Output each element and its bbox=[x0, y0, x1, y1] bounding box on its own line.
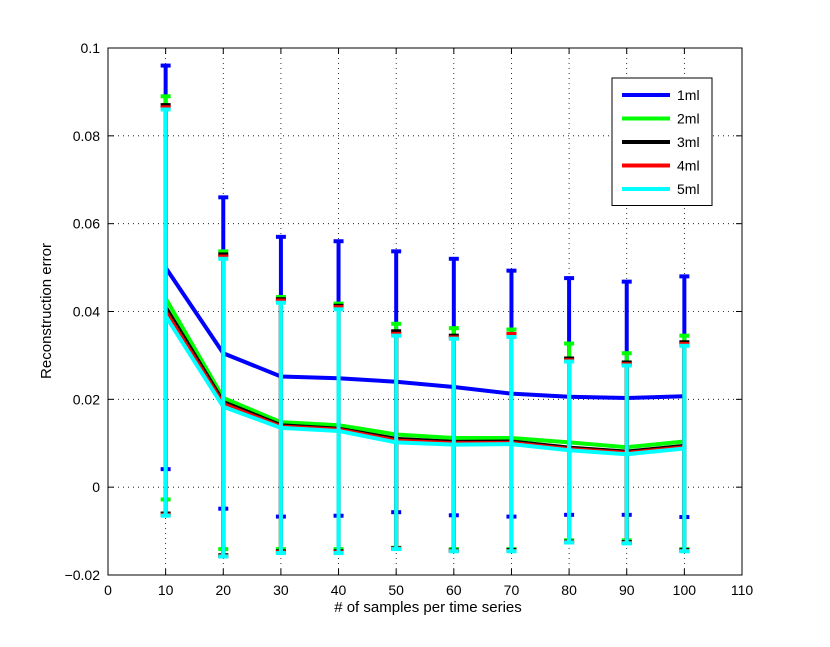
x-tick-label: 30 bbox=[273, 582, 289, 598]
x-tick-label: 10 bbox=[158, 582, 174, 598]
x-tick-label: 110 bbox=[731, 582, 754, 598]
series-line-1ml bbox=[163, 266, 685, 401]
y-tick-label: 0.02 bbox=[73, 391, 100, 407]
x-tick-label: 90 bbox=[619, 582, 635, 598]
legend-label: 4ml bbox=[677, 158, 700, 174]
series-group bbox=[160, 63, 690, 559]
x-tick-label: 60 bbox=[446, 582, 462, 598]
tick-labels: 0 10 20 30 40 50 60 70 80 90 100 110−0.0200.020.040… bbox=[65, 40, 754, 598]
grid-lines bbox=[108, 48, 742, 575]
x-axis-label: # of samples per time series bbox=[334, 599, 522, 616]
x-tick-label: 50 bbox=[388, 582, 404, 598]
y-tick-label: −0.02 bbox=[65, 567, 101, 583]
x-tick-label: 70 bbox=[504, 582, 520, 598]
x-tick-label: 0 bbox=[104, 582, 112, 598]
axes bbox=[107, 47, 743, 576]
y-tick-label: 0.08 bbox=[73, 128, 100, 144]
x-tick-label: 100 bbox=[673, 582, 697, 598]
y-tick-label: 0 bbox=[92, 479, 100, 495]
legend: 1ml 2ml 3ml 4ml 5ml bbox=[611, 77, 713, 206]
legend-label: 1ml bbox=[677, 87, 700, 103]
series-line-5ml bbox=[163, 314, 685, 457]
series-5ml bbox=[160, 107, 690, 559]
y-tick-label: 0.06 bbox=[73, 216, 100, 232]
x-tick-label: 80 bbox=[561, 582, 577, 598]
y-tick-label: 0.04 bbox=[73, 304, 100, 320]
y-axis-label: Reconstruction error bbox=[38, 243, 55, 379]
x-tick-label: 40 bbox=[331, 582, 347, 598]
legend-label: 3ml bbox=[677, 134, 700, 150]
legend-label: 2ml bbox=[677, 111, 700, 127]
series-line-2ml bbox=[163, 297, 685, 450]
legend-label: 5ml bbox=[677, 181, 700, 197]
y-tick-label: 0.1 bbox=[81, 40, 101, 56]
x-tick-label: 20 bbox=[215, 582, 231, 598]
